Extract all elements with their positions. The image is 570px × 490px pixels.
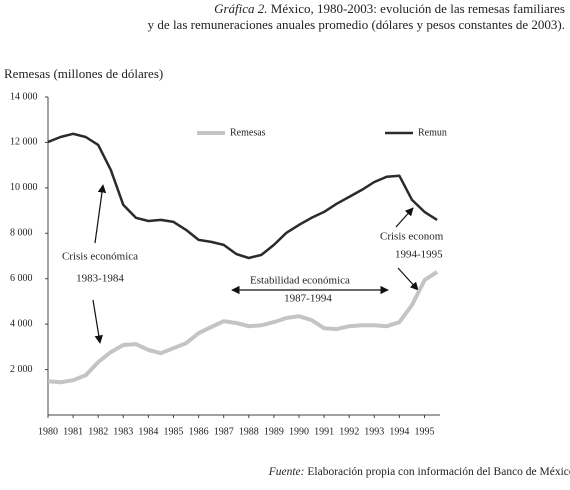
y-tick-label: 14 000 [10, 91, 38, 102]
series-line [47, 132, 438, 260]
annotation: Crisis económica [62, 251, 138, 263]
y-tick-label: 4 000 [10, 318, 33, 329]
x-tick-label: 1982 [88, 426, 108, 437]
series-line [47, 270, 439, 385]
y-tick-label: 12 000 [10, 137, 38, 148]
x-tick-label: 1981 [63, 426, 83, 437]
x-tick-label: 1988 [239, 426, 259, 437]
chart-subtitle: y de las remuneraciones anuales promedio… [148, 17, 565, 32]
x-tick-label: 1985 [164, 426, 184, 437]
x-tick-label: 1993 [364, 426, 384, 437]
x-tick-label: 1980 [38, 426, 58, 437]
y-tick-label: 8 000 [10, 228, 33, 239]
x-tick-label: 1992 [339, 426, 359, 437]
x-tick-label: 1991 [314, 426, 334, 437]
x-tick-label: 1986 [189, 426, 209, 437]
annotation: 1987-1994 [284, 293, 332, 305]
source-label: Fuente: [268, 466, 305, 478]
source-note: Fuente: Elaboración propia con informaci… [268, 466, 570, 478]
annotation-arrows [92, 184, 419, 344]
y-tick-label: 6 000 [10, 273, 33, 284]
title-text: México, 1980-2003: evolución de las reme… [271, 1, 565, 16]
source-text: Elaboración propia con información del B… [307, 466, 570, 478]
annotation: 1994-1995 [395, 249, 443, 261]
x-tick-label: 1983 [113, 426, 133, 437]
chart-title: Gráfica 2. México, 1980-2003: evolución … [214, 1, 565, 16]
x-tick-label: 1995 [415, 426, 435, 437]
x-tick-label: 1989 [264, 426, 284, 437]
x-tick-label: 1987 [214, 426, 234, 437]
annotation: 1983-1984 [76, 273, 124, 285]
annotation: Crisis econom [380, 231, 444, 243]
x-tick-label: 1990 [289, 426, 309, 437]
y-tick-label: 10 000 [10, 182, 38, 193]
legend-label: Remesas [230, 127, 266, 138]
x-tick-label: 1994 [389, 426, 409, 437]
y-tick-label: 2 000 [10, 364, 33, 375]
title-label: Gráfica 2. [214, 1, 267, 16]
legend-label: Remun [418, 127, 447, 138]
x-tick-label: 1984 [138, 426, 158, 437]
annotation: Estabilidad económica [250, 275, 350, 287]
y-axis-label: Remesas (millones de dólares) [4, 66, 163, 81]
